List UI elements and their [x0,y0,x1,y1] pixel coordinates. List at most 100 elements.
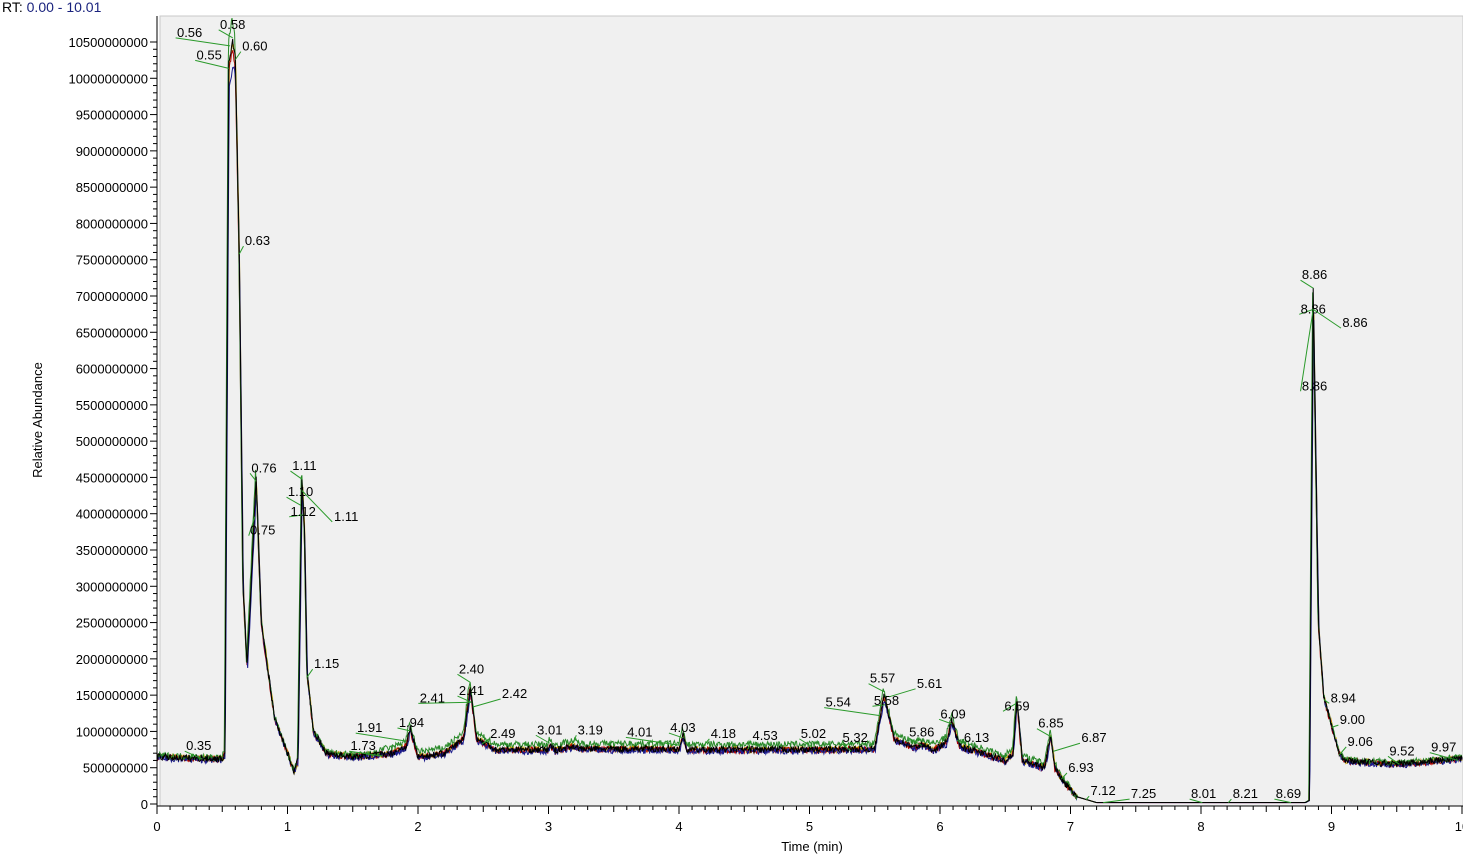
peak-label: 0.76 [251,460,276,475]
peak-label: 1.11 [292,458,316,473]
peak-label: 2.41 [459,683,484,698]
peak-label: 8.86 [1342,315,1367,330]
annotation-leader-line [349,750,383,757]
x-tick-label: 9 [1328,819,1335,834]
annotation-leader-line [248,516,256,536]
peak-label: 0.56 [177,25,202,40]
y-tick-label: 8500000000 [76,180,148,195]
annotation-leader-line [535,734,551,744]
peak-label: 7.12 [1090,783,1115,798]
y-tick-label: 10000000000 [68,71,148,86]
peak-label: 1.12 [291,504,316,519]
y-tick-label: 5000000000 [76,434,148,449]
x-tick-label: 2 [414,819,421,834]
peak-label: 0.55 [197,47,222,62]
annotation-leader-line [1228,798,1232,803]
y-tick-label: 10500000000 [68,35,148,50]
peak-label: 6.09 [940,706,965,721]
peak-label: 4.03 [670,720,695,735]
peak-label: 8.86 [1302,267,1327,282]
peak-label: 2.42 [502,686,527,701]
peak-label: 9.06 [1348,734,1373,749]
peak-label: 4.53 [752,728,777,743]
peak-label: 0.75 [250,523,275,538]
y-tick-label: 2500000000 [76,616,148,631]
annotation-leader-line [1429,752,1459,761]
annotation-leader-line [1312,308,1342,329]
y-tick-label: 1500000000 [76,688,148,703]
annotation-leader-line [457,695,472,703]
annotation-leader-line [1189,798,1203,804]
annotation-leader-line [418,701,472,704]
rt-range-value: 0.00 - 10.01 [26,0,102,15]
annotation-leader-line [956,739,963,744]
peak-label: 4.01 [627,724,652,739]
y-tick-label: 0 [141,797,148,812]
peak-label: 9.97 [1431,740,1456,755]
peak-label: 0.63 [245,233,270,248]
annotation-leader-line [195,59,229,69]
annotation-leader-line [888,688,916,698]
peak-label: 2.40 [459,661,484,676]
annotation-leader-line [572,735,577,744]
peak-label: 4.18 [711,726,736,741]
peak-label: 1.91 [357,720,382,735]
annotation-leader-line [938,718,952,725]
peak-label: 1.10 [288,484,313,499]
peak-label: 5.58 [874,693,899,708]
peak-label: 5.32 [843,730,868,745]
y-tick-label: 500000000 [83,761,148,776]
peak-label: 3.19 [578,722,603,737]
annotation-leader-line [1338,746,1347,756]
peak-label: 1.11 [334,509,358,524]
annotation-leader-line [218,29,233,39]
peak-label: 6.93 [1068,760,1093,775]
annotation-leader-line [702,738,710,748]
peak-label: 1.73 [351,738,376,753]
annotation-leader-line [289,514,304,518]
annotation-leader-line [1299,308,1314,315]
annotation-leader-line [1002,702,1018,712]
peak-label: 6.59 [1004,698,1029,713]
peak-label: 7.25 [1131,786,1156,801]
x-tick-label: 4 [675,819,682,834]
peak-label: 0.35 [186,738,211,753]
x-axis-label: Time (min) [781,839,843,854]
peak-label: 6.85 [1038,716,1063,731]
peak-label: 1.15 [314,656,339,671]
y-tick-label: 7500000000 [76,253,148,268]
annotation-leader-line [868,683,885,693]
peak-label: 1.94 [399,715,424,730]
peak-label: 5.86 [909,724,934,739]
y-tick-label: 6500000000 [76,325,148,340]
annotation-leader-line [175,37,231,47]
annotation-leader-line [1300,309,1314,392]
annotation-leader-line [290,470,303,480]
annotation-leader-line [1323,699,1330,704]
annotation-leader-line [1060,772,1068,780]
annotation-leader-line [1387,755,1400,765]
annotation-leader-line [238,245,244,255]
peak-label: 2.49 [490,726,515,741]
peak-label: 8.69 [1276,786,1301,801]
x-tick-label: 8 [1197,819,1204,834]
x-tick-label: 3 [545,819,552,834]
peak-label: 5.57 [870,671,895,686]
annotation-leader-line [355,732,407,742]
y-tick-label: 2000000000 [76,652,148,667]
y-tick-label: 4000000000 [76,507,148,522]
annotation-leader-line [481,738,490,745]
y-tick-label: 3500000000 [76,543,148,558]
annotation-leader-line [249,472,257,482]
peak-label: 8.21 [1233,786,1258,801]
x-tick-label: 1 [284,819,291,834]
peak-label: 8.94 [1331,690,1356,705]
annotation-leader-line [472,698,501,708]
peak-label: 0.58 [220,17,245,32]
annotation-leader-line [457,673,471,683]
annotation-leader-line [1300,279,1314,289]
rt-range-header: RT: 0.00 - 10.01 [2,0,101,15]
y-tick-label: 3000000000 [76,579,148,594]
peak-label: 6.87 [1081,730,1106,745]
annotation-leader-line [1274,798,1292,804]
